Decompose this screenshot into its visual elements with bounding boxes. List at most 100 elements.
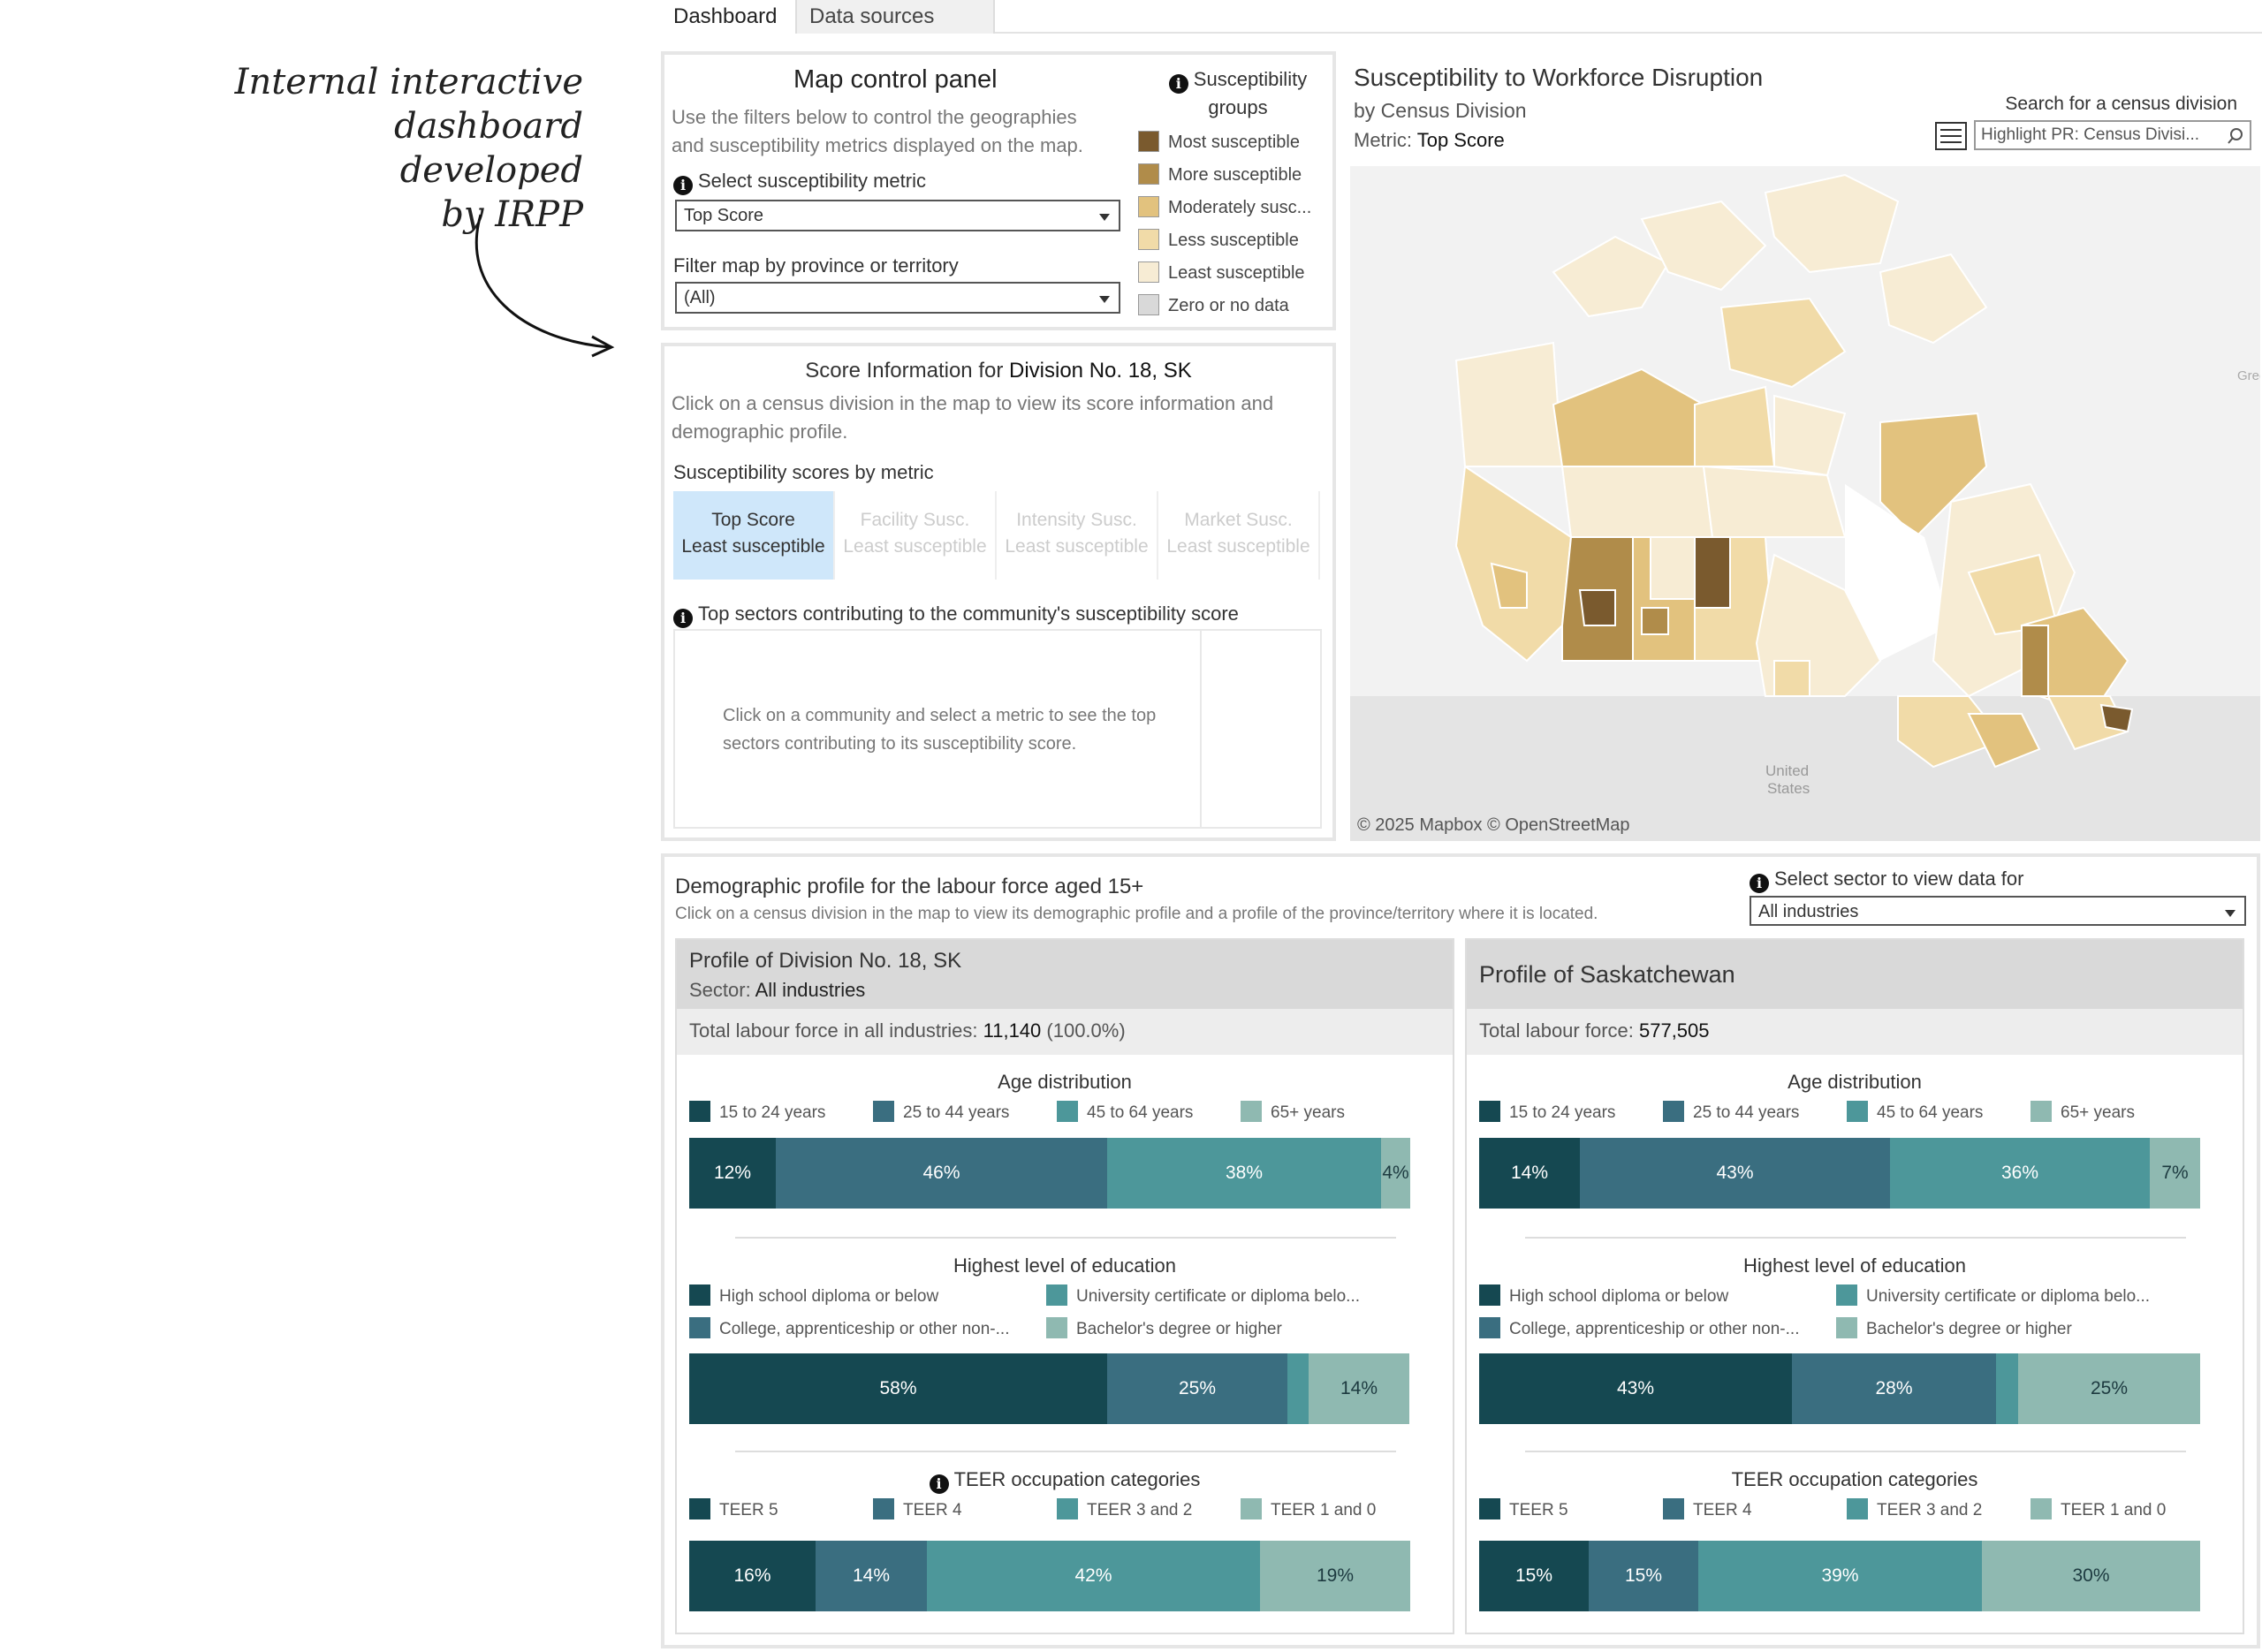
info-icon[interactable]: i: [1168, 74, 1188, 94]
bar-segment[interactable]: 19%: [1260, 1541, 1410, 1611]
map-region-division-18-sk[interactable]: [1650, 536, 1696, 600]
teer-title-text: TEER occupation categories: [953, 1468, 1201, 1490]
age-bar[interactable]: 14% 43% 36% 7%: [1479, 1138, 2200, 1209]
info-icon[interactable]: i: [929, 1474, 949, 1494]
bar-segment[interactable]: 14%: [1479, 1138, 1580, 1209]
census-division-search-input[interactable]: Highlight PR: Census Divisi...: [1974, 120, 2251, 150]
map-region[interactable]: [1879, 253, 1988, 345]
bar-segment-label: 30%: [2072, 1565, 2110, 1586]
bar-segment[interactable]: 42%: [927, 1541, 1260, 1611]
metric-select[interactable]: Top Score: [675, 200, 1120, 231]
map-region[interactable]: [1490, 562, 1528, 609]
info-icon[interactable]: i: [673, 176, 693, 195]
top-sectors-chart[interactable]: Click on a community and select a metric…: [673, 629, 1322, 829]
map-region[interactable]: [1694, 536, 1731, 609]
education-bar[interactable]: 58% 25% 14%: [689, 1353, 1409, 1424]
tab-data-sources[interactable]: Data sources: [795, 0, 995, 34]
bar-segment[interactable]: [1996, 1353, 2018, 1424]
total-prefix: Total labour force:: [1479, 1019, 1639, 1042]
education-bar[interactable]: 43% 28% 25%: [1479, 1353, 2200, 1424]
map-region[interactable]: [1552, 235, 1670, 318]
edu-legend-2: College, apprenticeship or other non-...: [1479, 1317, 1799, 1339]
map-region[interactable]: [1640, 200, 1767, 292]
teer-legend-1: TEER 5: [689, 1498, 778, 1520]
menu-icon[interactable]: [1935, 122, 1967, 150]
age-bar[interactable]: 12% 46% 38% 4%: [689, 1138, 1410, 1209]
map-region[interactable]: [1641, 607, 1669, 635]
bar-segment[interactable]: 43%: [1580, 1138, 1890, 1209]
map-region[interactable]: [1560, 466, 1714, 538]
map-region[interactable]: [1702, 465, 1847, 538]
teer-title: i TEER occupation categories: [677, 1468, 1453, 1494]
profile-header: Profile of Saskatchewan: [1467, 940, 2243, 1009]
bar-segment-label: 25%: [1178, 1378, 1217, 1398]
age-title: Age distribution: [1788, 1071, 1922, 1093]
age-legend-2: 25 to 44 years: [873, 1101, 1009, 1123]
metric-card-facility[interactable]: Facility Susc. Least susceptible: [835, 491, 997, 580]
total-suffix: (100.0%): [1041, 1019, 1126, 1042]
bar-segment[interactable]: 25%: [2018, 1353, 2200, 1424]
metric-card-name: Market Susc.: [1184, 510, 1293, 530]
tab-dashboard[interactable]: Dashboard: [661, 0, 795, 34]
map-region[interactable]: [1764, 173, 1900, 274]
teer-bar[interactable]: 15% 15% 39% 30%: [1479, 1541, 2200, 1611]
bar-segment[interactable]: 15%: [1589, 1541, 1698, 1611]
bar-segment[interactable]: 36%: [1890, 1138, 2150, 1209]
teer-bar[interactable]: 16% 14% 42% 19%: [689, 1541, 1410, 1611]
legend-item-most: Most susceptible: [1138, 131, 1300, 154]
info-icon[interactable]: i: [673, 609, 693, 628]
legend-title-line1: Susceptibility: [1193, 68, 1308, 90]
metric-card-market[interactable]: Market Susc. Least susceptible: [1158, 491, 1320, 580]
bar-segment-label: 4%: [1382, 1163, 1409, 1183]
profile-total: Total labour force in all industries: 11…: [677, 1009, 1453, 1055]
total-value: 577,505: [1638, 1019, 1710, 1042]
bar-segment[interactable]: [1287, 1353, 1309, 1424]
bar-segment-label: 15%: [1624, 1565, 1663, 1586]
canada-map[interactable]: United States Gree © 2025 Mapbox © OpenS…: [1350, 166, 2260, 841]
map-region[interactable]: [1719, 297, 1847, 389]
metric-card-top-score[interactable]: Top Score Least susceptible: [673, 491, 835, 580]
bar-segment[interactable]: 15%: [1479, 1541, 1589, 1611]
province-filter-select[interactable]: (All): [675, 282, 1120, 314]
bar-segment[interactable]: 28%: [1792, 1353, 1996, 1424]
info-icon[interactable]: i: [1750, 874, 1769, 893]
bar-segment[interactable]: 43%: [1479, 1353, 1792, 1424]
bar-segment[interactable]: 4%: [1381, 1138, 1410, 1209]
map-attribution[interactable]: © 2025 Mapbox © OpenStreetMap: [1357, 815, 1630, 835]
bar-segment[interactable]: 39%: [1698, 1541, 1982, 1611]
map-canvas[interactable]: United States Gree © 2025 Mapbox © OpenS…: [1350, 166, 2260, 841]
search-icon[interactable]: [2227, 127, 2244, 145]
bar-segment-label: 12%: [713, 1163, 752, 1183]
map-region[interactable]: [1773, 660, 1810, 697]
map-region[interactable]: [1967, 713, 2041, 769]
map-region[interactable]: [2021, 625, 2049, 697]
education-title: Highest level of education: [953, 1254, 1176, 1277]
bar-segment[interactable]: 14%: [1309, 1353, 1409, 1424]
bar-segment[interactable]: 16%: [689, 1541, 816, 1611]
bar-segment[interactable]: 25%: [1107, 1353, 1287, 1424]
map-region-yukon[interactable]: [1454, 341, 1564, 467]
legend-swatch: [1138, 294, 1159, 315]
control-desc-line1: Use the filters below to control the geo…: [672, 106, 1077, 128]
bar-segment[interactable]: 46%: [776, 1138, 1107, 1209]
bar-segment[interactable]: 14%: [816, 1541, 927, 1611]
metric-card-intensity[interactable]: Intensity Susc. Least susceptible: [997, 491, 1158, 580]
score-title: Score Information for Division No. 18, S…: [664, 359, 1332, 383]
legend-item-nodata: Zero or no data: [1138, 294, 1289, 317]
legend-title-line2: groups: [1208, 96, 1268, 118]
bar-segment[interactable]: 12%: [689, 1138, 776, 1209]
legend-label: 25 to 44 years: [903, 1103, 1010, 1122]
legend-item-more: More susceptible: [1138, 163, 1302, 186]
bar-segment[interactable]: 7%: [2150, 1138, 2200, 1209]
map-region[interactable]: [1578, 589, 1616, 626]
legend-swatch: [1241, 1101, 1262, 1122]
legend-swatch: [1138, 163, 1159, 185]
bar-segment[interactable]: 38%: [1107, 1138, 1381, 1209]
sector-select[interactable]: All industries: [1750, 896, 2246, 926]
bar-segment[interactable]: 58%: [689, 1353, 1107, 1424]
bar-segment[interactable]: 30%: [1982, 1541, 2200, 1611]
legend-swatch: [1479, 1284, 1500, 1306]
top-sectors-label: i Top sectors contributing to the communi…: [673, 602, 1239, 628]
legend-label: College, apprenticeship or other non-...: [719, 1320, 1010, 1338]
map-region[interactable]: [2099, 703, 2134, 733]
